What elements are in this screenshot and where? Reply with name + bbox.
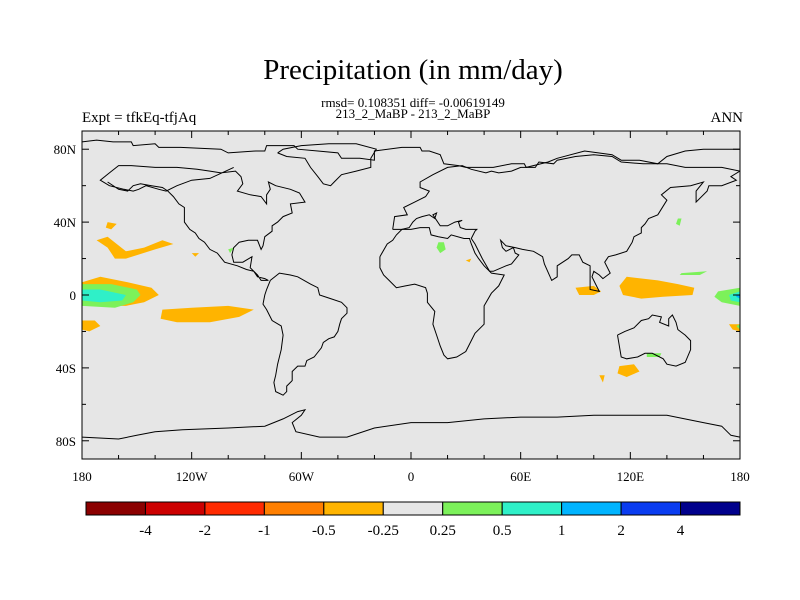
colorbar-label: -1 xyxy=(258,523,271,539)
colorbar-label: 4 xyxy=(677,523,685,539)
x-tick-label: 60W xyxy=(289,469,315,484)
x-tick-label: 120W xyxy=(176,469,209,484)
anomaly-region xyxy=(619,276,695,299)
colorbar-swatch xyxy=(620,501,682,516)
colorbar-swatch xyxy=(263,501,325,516)
colorbar-label: -0.25 xyxy=(368,523,399,539)
colorbar-swatch xyxy=(501,501,563,516)
colorbar-swatch xyxy=(144,501,206,516)
experiment-label: Expt = tfkEq-tfjAq xyxy=(82,110,197,126)
anomaly-region xyxy=(575,285,602,295)
colorbar-swatch xyxy=(382,501,444,516)
colorbar-label: -0.5 xyxy=(312,523,336,539)
anomaly-region xyxy=(436,242,446,254)
colorbar-label: 0.25 xyxy=(430,523,456,539)
x-tick-label: 60E xyxy=(510,469,531,484)
colorbar-label: -4 xyxy=(139,523,152,539)
coastline-greenland xyxy=(277,143,378,187)
coastline-europe-asia xyxy=(392,154,740,293)
colorbar-swatch xyxy=(204,501,265,516)
coastline-antarctica xyxy=(82,409,740,440)
colorbar-swatch xyxy=(442,501,503,516)
anomaly-region xyxy=(105,222,117,230)
y-tick-label: 80S xyxy=(56,434,76,449)
coastline-africa xyxy=(379,227,505,360)
anomaly-region xyxy=(676,218,682,226)
colorbar-swatch xyxy=(561,501,622,516)
colorbar-swatch xyxy=(680,501,741,516)
stats-line: rmsd= 0.108351 diff= -0.00619149 xyxy=(321,95,505,110)
y-tick-label: 40N xyxy=(54,215,77,230)
anomaly-region xyxy=(465,258,472,263)
chart-title: Precipitation (in mm/day) xyxy=(263,54,563,86)
colorbar-label: -2 xyxy=(199,523,212,539)
colorbar-label: 2 xyxy=(617,523,625,539)
anomaly-region xyxy=(96,236,174,259)
season-label: ANN xyxy=(710,110,744,126)
x-tick-label: 120E xyxy=(617,469,645,484)
x-tick-label: 0 xyxy=(408,469,415,484)
anomaly-region xyxy=(191,253,199,257)
anomaly-region xyxy=(617,364,640,377)
coastline-northern-rim xyxy=(82,139,740,168)
x-tick-label: 180 xyxy=(730,469,750,484)
coastline-south-america xyxy=(262,272,348,396)
anomaly-region xyxy=(736,295,740,299)
axis-layer: 180 120W 60W 0 60E 120E 180 80N 40N 0 40S 80S xyxy=(54,131,750,484)
y-tick-label: 80N xyxy=(54,142,77,157)
anomaly-region xyxy=(729,291,740,303)
y-tick-label: 40S xyxy=(56,361,76,376)
colorbar-swatch xyxy=(323,501,384,516)
colorbar: -4 -2 -1 -0.5 -0.25 0.25 0.5 1 2 4 xyxy=(85,501,741,539)
anomaly-region xyxy=(679,271,708,275)
anomaly-region xyxy=(160,305,254,323)
colorbar-label: 1 xyxy=(558,523,566,539)
colorbar-swatch xyxy=(85,501,146,516)
x-tick-label: 180 xyxy=(72,469,92,484)
anomaly-region xyxy=(599,375,605,383)
anomaly-region xyxy=(82,320,101,332)
y-tick-label: 0 xyxy=(70,288,77,303)
anomaly-region xyxy=(714,287,740,306)
map-layer xyxy=(81,130,741,460)
coastline-australia xyxy=(617,314,692,367)
anomaly-region xyxy=(82,289,126,303)
coastline-north-america xyxy=(99,165,306,281)
anomaly-region xyxy=(228,247,234,254)
chart-subtitle: 213_2_MaBP - 213_2_MaBP xyxy=(335,106,491,121)
colorbar-label: 0.5 xyxy=(493,523,512,539)
anomaly-region xyxy=(736,324,740,330)
